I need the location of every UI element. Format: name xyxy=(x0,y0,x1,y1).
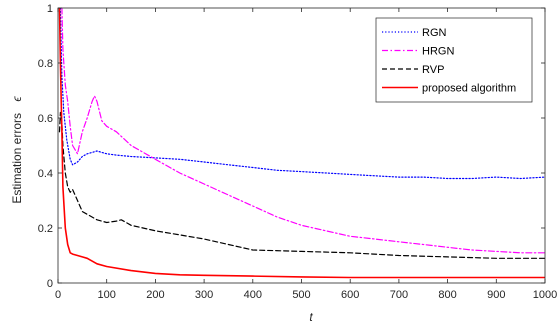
y-tick-label: 0.4 xyxy=(38,168,53,180)
x-tick-label: 900 xyxy=(487,289,505,301)
legend-label-0: RGN xyxy=(422,27,447,39)
x-tick-label: 100 xyxy=(98,289,116,301)
x-tick-label: 500 xyxy=(292,289,310,301)
y-axis-label-text: Estimation errors xyxy=(10,113,24,204)
ticks-layer xyxy=(57,7,546,284)
y-tick-label: 0 xyxy=(47,278,53,290)
x-tick-label: 0 xyxy=(55,289,61,301)
x-axis-label: t xyxy=(309,310,313,324)
x-tick-label: 700 xyxy=(390,289,408,301)
series-line-2 xyxy=(58,111,545,259)
x-tick-label: 600 xyxy=(341,289,359,301)
x-tick-label: 1000 xyxy=(533,289,557,301)
series-line-0 xyxy=(59,8,545,180)
legend: RGN HRGN RVP proposed algorithm xyxy=(375,17,533,103)
y-tick-labels: 0 0.2 0.4 0.6 0.8 1 xyxy=(38,3,53,290)
x-tick-label: 200 xyxy=(146,289,164,301)
y-tick-label: 0.6 xyxy=(38,113,53,125)
y-axis-label-symbol: ϵ xyxy=(10,96,24,102)
x-tick-label: 800 xyxy=(438,289,456,301)
y-tick-label: 0.2 xyxy=(38,223,53,235)
y-axis-label: Estimation errors ϵ xyxy=(10,96,24,204)
series-line-1 xyxy=(61,8,545,254)
legend-label-3: proposed algorithm xyxy=(422,83,516,95)
y-tick-label: 1 xyxy=(47,3,53,15)
legend-label-1: HRGN xyxy=(422,46,454,58)
series-layer xyxy=(58,8,545,279)
x-tick-label: 400 xyxy=(244,289,262,301)
series-line-3 xyxy=(58,8,545,279)
legend-label-2: RVP xyxy=(422,64,444,76)
y-tick-label: 0.8 xyxy=(38,58,53,70)
x-tick-label: 300 xyxy=(195,289,213,301)
x-tick-labels: 0 100 200 300 400 500 600 700 800 900 1000 xyxy=(55,289,557,301)
